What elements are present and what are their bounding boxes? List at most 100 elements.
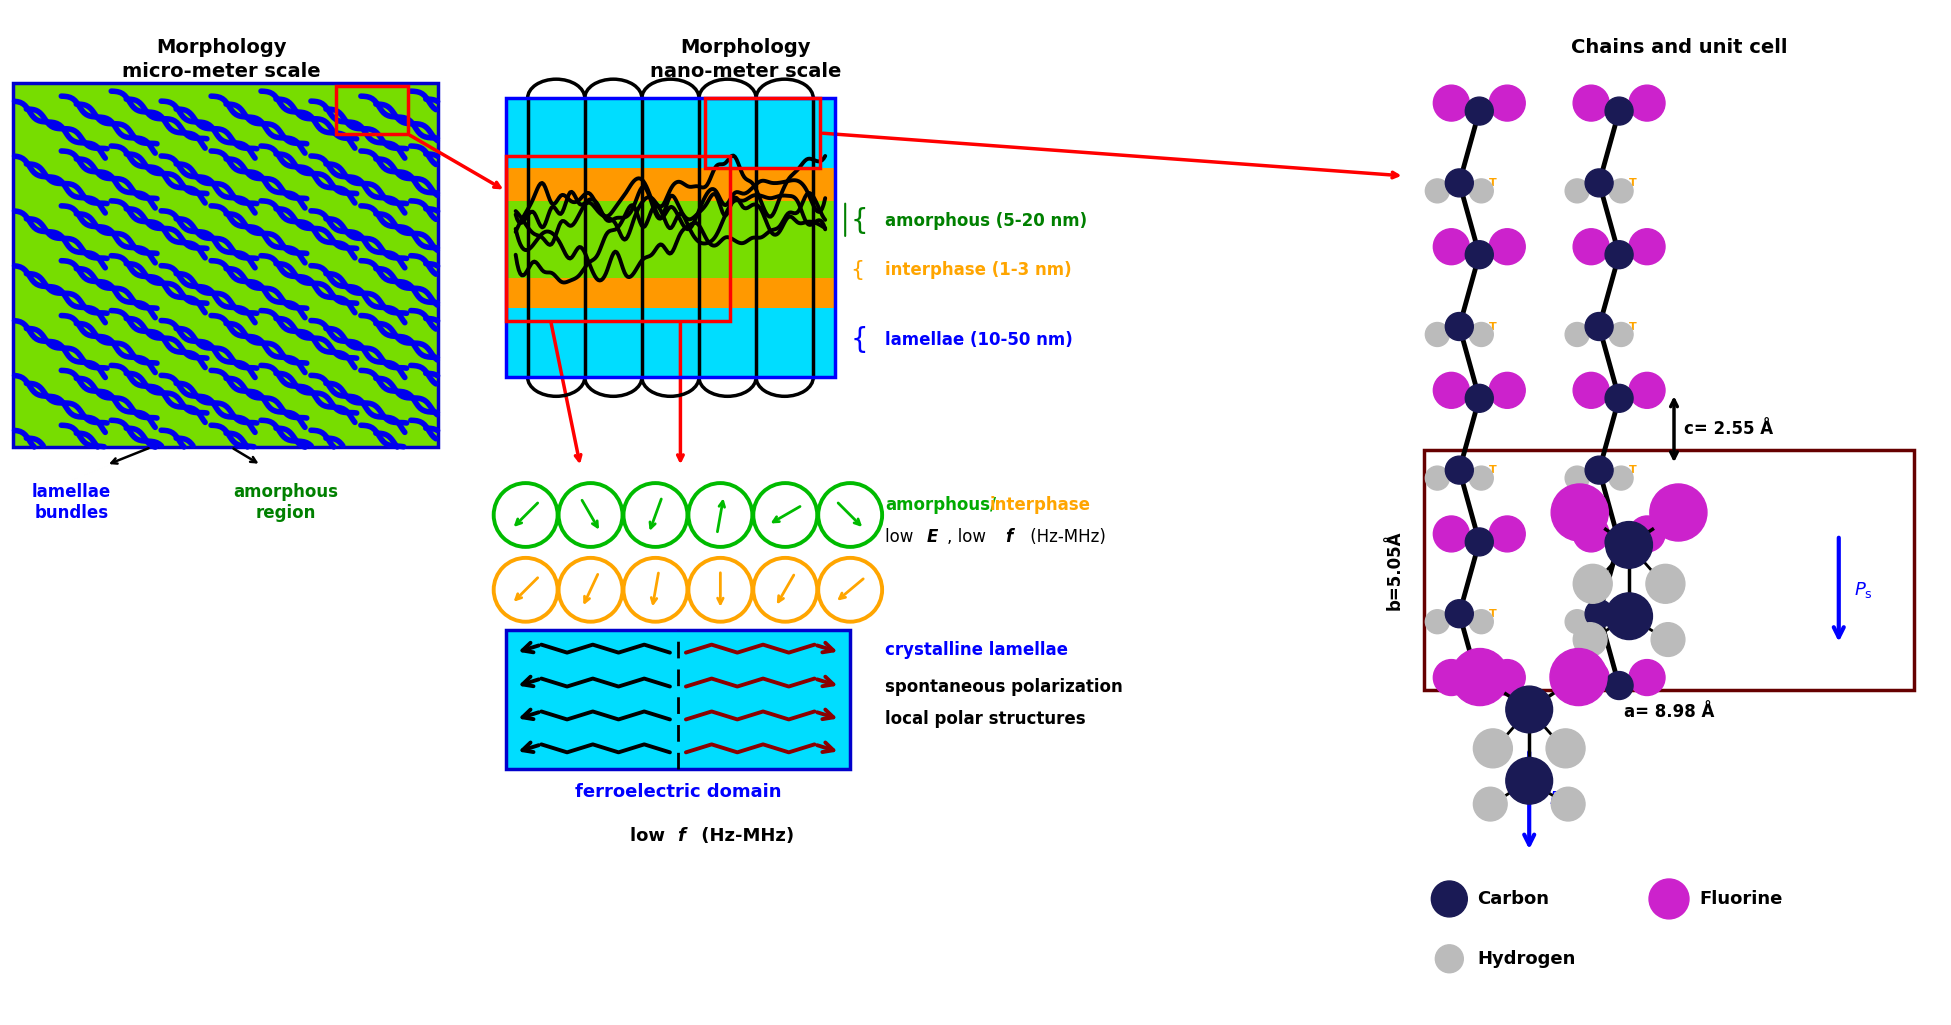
Circle shape	[1610, 610, 1633, 633]
Text: c= 2.55 Å: c= 2.55 Å	[1684, 420, 1773, 439]
Text: ferroelectric domain: ferroelectric domain	[576, 783, 782, 802]
Circle shape	[1573, 229, 1610, 264]
Circle shape	[1465, 241, 1493, 269]
Text: a= 8.98 Å: a= 8.98 Å	[1623, 703, 1715, 722]
Circle shape	[1629, 229, 1664, 264]
Circle shape	[1565, 610, 1590, 633]
Circle shape	[1573, 372, 1610, 408]
Text: T: T	[1489, 322, 1496, 331]
Circle shape	[1446, 456, 1473, 484]
Text: f: f	[1005, 528, 1013, 546]
Circle shape	[1446, 169, 1473, 197]
Bar	[505, 156, 730, 321]
Text: f: f	[677, 827, 685, 846]
Circle shape	[558, 558, 622, 622]
Circle shape	[1610, 323, 1633, 346]
Circle shape	[1434, 660, 1469, 696]
Circle shape	[1606, 671, 1633, 699]
Bar	[505, 278, 835, 308]
Bar	[336, 86, 408, 134]
Text: T: T	[1510, 394, 1518, 403]
Circle shape	[1426, 323, 1450, 346]
Text: b=5.05Å: b=5.05Å	[1385, 530, 1403, 610]
Circle shape	[1584, 313, 1613, 340]
Circle shape	[1573, 623, 1608, 656]
Text: interphase (1-3 nm): interphase (1-3 nm)	[886, 260, 1071, 279]
Circle shape	[1584, 169, 1613, 197]
Text: T: T	[1649, 394, 1656, 403]
Circle shape	[1434, 516, 1469, 551]
Text: {: {	[851, 207, 868, 235]
Circle shape	[624, 483, 687, 547]
Text: amorphous/: amorphous/	[886, 496, 997, 514]
Text: E: E	[927, 528, 938, 546]
Circle shape	[1489, 372, 1526, 408]
Circle shape	[1629, 372, 1664, 408]
Text: $P_\mathrm{s}$: $P_\mathrm{s}$	[1549, 789, 1569, 809]
Bar	[505, 168, 835, 201]
Circle shape	[1469, 466, 1493, 490]
Circle shape	[1506, 686, 1553, 733]
Bar	[14, 83, 437, 447]
Circle shape	[1489, 660, 1526, 696]
Circle shape	[1629, 516, 1664, 551]
Circle shape	[1426, 610, 1450, 633]
Text: {: {	[851, 259, 864, 280]
Text: T: T	[1629, 465, 1637, 476]
Text: (Hz-MHz): (Hz-MHz)	[1024, 528, 1106, 546]
Text: crystalline lamellae: crystalline lamellae	[886, 641, 1067, 659]
Text: T: T	[1489, 465, 1496, 476]
Text: T: T	[1649, 250, 1656, 259]
Circle shape	[1584, 600, 1613, 627]
Text: T: T	[1489, 609, 1496, 619]
Bar	[505, 629, 851, 770]
Text: low: low	[886, 528, 919, 546]
Text: Fluorine: Fluorine	[1699, 890, 1783, 908]
Text: Morphology
micro-meter scale: Morphology micro-meter scale	[121, 38, 320, 81]
Bar	[505, 201, 835, 278]
Bar	[706, 98, 819, 168]
Circle shape	[1573, 516, 1610, 551]
Circle shape	[1549, 649, 1608, 705]
Circle shape	[1565, 466, 1590, 490]
Text: $P_\mathrm{s}$: $P_\mathrm{s}$	[1853, 580, 1873, 600]
Circle shape	[1606, 241, 1633, 269]
Circle shape	[1610, 466, 1633, 490]
Circle shape	[1606, 384, 1633, 412]
Circle shape	[1629, 85, 1664, 121]
Circle shape	[1651, 623, 1686, 656]
Circle shape	[494, 558, 558, 622]
Circle shape	[1551, 484, 1608, 541]
Circle shape	[1573, 660, 1610, 696]
Text: {: {	[851, 327, 868, 355]
Text: local polar structures: local polar structures	[886, 710, 1087, 729]
Circle shape	[494, 483, 558, 547]
Text: T: T	[1510, 681, 1518, 691]
Circle shape	[1489, 229, 1526, 264]
Circle shape	[1452, 649, 1508, 705]
Circle shape	[624, 558, 687, 622]
Text: Hydrogen: Hydrogen	[1477, 950, 1576, 968]
Circle shape	[689, 558, 753, 622]
Circle shape	[1434, 85, 1469, 121]
Text: amorphous (5-20 nm): amorphous (5-20 nm)	[886, 212, 1087, 230]
Circle shape	[1469, 179, 1493, 203]
Text: (Hz-MHz): (Hz-MHz)	[695, 827, 794, 846]
Text: T: T	[1629, 178, 1637, 188]
Text: T: T	[1649, 681, 1656, 691]
Circle shape	[1606, 592, 1652, 640]
Circle shape	[1606, 522, 1652, 568]
Circle shape	[817, 558, 882, 622]
Text: , low: , low	[946, 528, 991, 546]
Circle shape	[1573, 85, 1610, 121]
Text: T: T	[1510, 537, 1518, 547]
Circle shape	[1473, 787, 1506, 821]
Text: Morphology
nano-meter scale: Morphology nano-meter scale	[650, 38, 841, 81]
Circle shape	[1432, 882, 1467, 917]
Circle shape	[1465, 528, 1493, 556]
Bar	[505, 98, 835, 168]
Text: low: low	[630, 827, 671, 846]
Circle shape	[1647, 565, 1686, 604]
Text: T: T	[1629, 322, 1637, 331]
Text: T: T	[1489, 178, 1496, 188]
